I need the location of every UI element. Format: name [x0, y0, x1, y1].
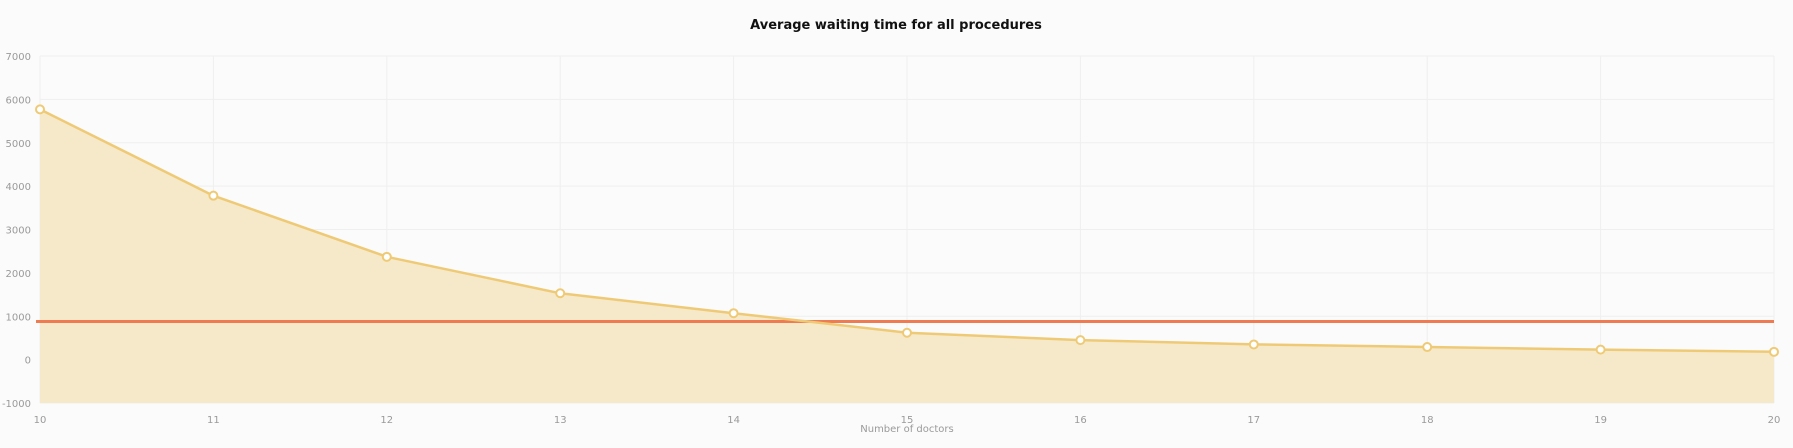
x-tick-label: 11	[207, 415, 220, 426]
y-tick-label: 0	[25, 356, 31, 367]
x-tick-label: 17	[1247, 415, 1260, 426]
area-layer	[40, 109, 1774, 404]
x-tick-label: 14	[727, 415, 740, 426]
data-point	[1769, 346, 1779, 357]
x-axis-ticks: 10 11 12 13 14 15 16 17 18 19 20	[34, 415, 1781, 426]
data-point	[1422, 342, 1433, 353]
data-point	[902, 327, 912, 338]
x-tick-label: 15	[901, 415, 914, 426]
data-point	[35, 104, 45, 115]
data-points	[35, 104, 1779, 357]
x-tick-label: 19	[1594, 415, 1607, 426]
x-tick-label: 20	[1768, 415, 1781, 426]
y-tick-label: 5000	[6, 139, 31, 150]
data-point	[728, 308, 739, 319]
data-point	[381, 251, 392, 262]
x-tick-label: 18	[1421, 415, 1434, 426]
y-tick-label: 2000	[6, 269, 31, 280]
y-tick-label: 4000	[6, 182, 31, 193]
data-point	[1595, 344, 1606, 355]
x-tick-label: 12	[380, 415, 393, 426]
x-tick-label: 16	[1074, 415, 1087, 426]
chart-title: Average waiting time for all procedures	[750, 18, 1042, 33]
y-tick-label: 3000	[6, 226, 31, 237]
y-tick-label: 1000	[6, 312, 31, 323]
data-point	[555, 288, 566, 299]
data-point	[208, 190, 219, 201]
data-point	[1075, 335, 1086, 346]
y-axis-ticks: -1000 0 1000 2000 3000 4000 5000 6000 7000	[2, 52, 31, 410]
series-area	[40, 109, 1774, 404]
data-point	[1248, 339, 1259, 350]
x-axis-label: Number of doctors	[860, 424, 954, 435]
y-tick-label: 6000	[6, 95, 31, 106]
y-tick-label: -1000	[2, 399, 31, 410]
x-tick-label: 13	[554, 415, 567, 426]
x-tick-label: 10	[34, 415, 47, 426]
y-tick-label: 7000	[6, 52, 31, 63]
